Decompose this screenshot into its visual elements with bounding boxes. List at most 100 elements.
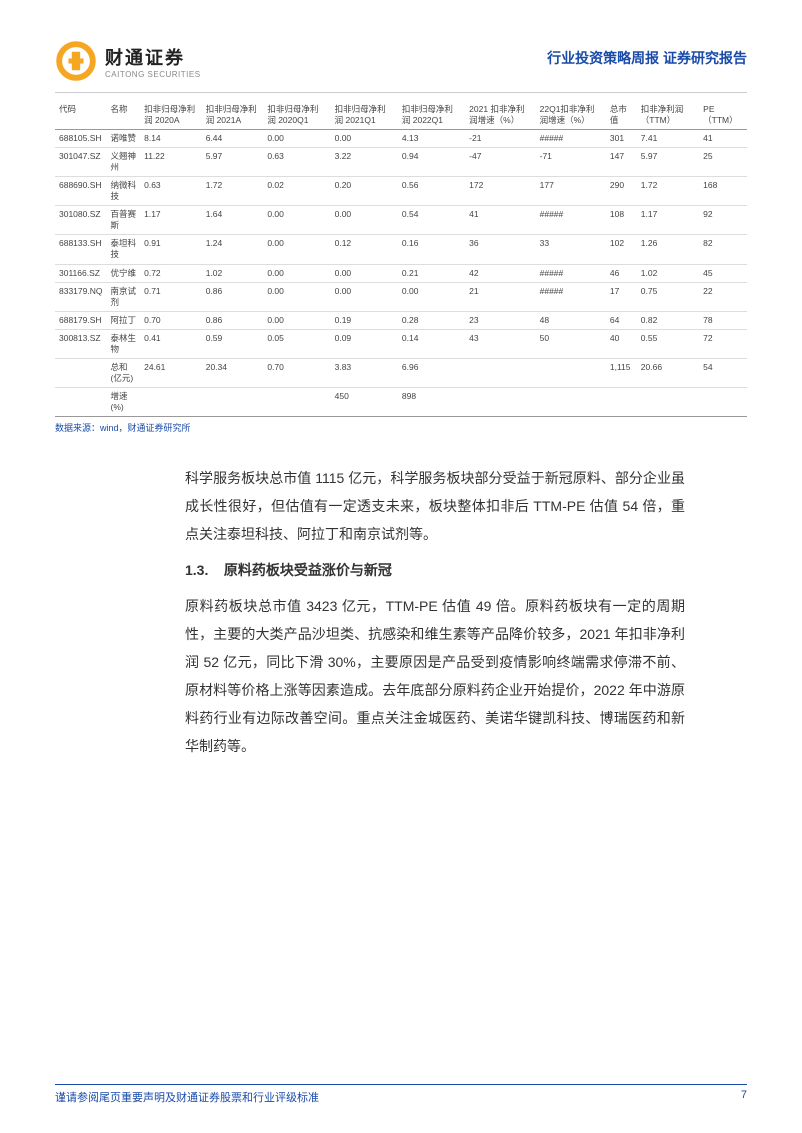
table-cell: 25 bbox=[699, 148, 747, 177]
paragraph-2: 原料药板块总市值 3423 亿元，TTM-PE 估值 49 倍。原料药板块有一定… bbox=[185, 592, 685, 760]
logo-block: 财通证券 CAITONG SECURITIES bbox=[55, 40, 201, 82]
table-cell: 102 bbox=[606, 235, 637, 264]
table-header-cell: 扣非归母净利润 2020A bbox=[140, 101, 202, 130]
table-cell: 0.12 bbox=[331, 235, 398, 264]
footer: 谨请参阅尾页重要声明及财通证券股票和行业评级标准 7 bbox=[55, 1084, 747, 1105]
table-row: 688105.SH诺唯赞8.146.440.000.004.13-21#####… bbox=[55, 130, 747, 148]
table-cell: 7.41 bbox=[637, 130, 699, 148]
table-cell: 纳微科技 bbox=[106, 177, 140, 206]
table-cell: 0.00 bbox=[331, 130, 398, 148]
page-number: 7 bbox=[741, 1089, 747, 1105]
table-cell: 301047.SZ bbox=[55, 148, 106, 177]
table-cell bbox=[465, 358, 535, 387]
table-cell bbox=[263, 387, 330, 416]
table-cell: 0.41 bbox=[140, 329, 202, 358]
table-cell: 5.97 bbox=[202, 148, 264, 177]
table-cell: 688179.SH bbox=[55, 311, 106, 329]
table-header-cell: 扣非归母净利润 2020Q1 bbox=[263, 101, 330, 130]
table-cell: 0.14 bbox=[398, 329, 465, 358]
table-cell: 0.91 bbox=[140, 235, 202, 264]
table-cell: 义翘神州 bbox=[106, 148, 140, 177]
report-title: 行业投资策略周报 证券研究报告 bbox=[547, 48, 747, 68]
footer-disclaimer: 谨请参阅尾页重要声明及财通证券股票和行业评级标准 bbox=[55, 1089, 319, 1105]
table-cell bbox=[637, 387, 699, 416]
company-logo-icon bbox=[55, 40, 97, 82]
table-cell: 0.00 bbox=[263, 235, 330, 264]
table-cell bbox=[140, 387, 202, 416]
section-number: 1.3. bbox=[185, 562, 208, 578]
table-cell: 1,115 bbox=[606, 358, 637, 387]
table-cell: 0.20 bbox=[331, 177, 398, 206]
table-cell bbox=[55, 387, 106, 416]
table-cell: 0.94 bbox=[398, 148, 465, 177]
table-cell: 1.02 bbox=[202, 264, 264, 282]
table-header-cell: 22Q1扣非净利润增速（%） bbox=[536, 101, 606, 130]
table-cell: 总和(亿元) bbox=[106, 358, 140, 387]
table-cell: 百普赛斯 bbox=[106, 206, 140, 235]
table-cell: 177 bbox=[536, 177, 606, 206]
table-cell: 688690.SH bbox=[55, 177, 106, 206]
logo-text-en: CAITONG SECURITIES bbox=[105, 70, 201, 79]
table-cell: 诺唯赞 bbox=[106, 130, 140, 148]
table-cell: 1.72 bbox=[637, 177, 699, 206]
table-cell: 泰坦科技 bbox=[106, 235, 140, 264]
table-cell: 0.02 bbox=[263, 177, 330, 206]
table-cell: 0.59 bbox=[202, 329, 264, 358]
table-row: 688133.SH泰坦科技0.911.240.000.120.163633102… bbox=[55, 235, 747, 264]
table-cell: 0.63 bbox=[140, 177, 202, 206]
table-cell: 20.34 bbox=[202, 358, 264, 387]
table-cell: ##### bbox=[536, 206, 606, 235]
table-cell: 0.56 bbox=[398, 177, 465, 206]
table-cell: 82 bbox=[699, 235, 747, 264]
table-cell: 阿拉丁 bbox=[106, 311, 140, 329]
table-cell: ##### bbox=[536, 282, 606, 311]
table-cell: 0.71 bbox=[140, 282, 202, 311]
table-cell: 0.00 bbox=[263, 130, 330, 148]
table-cell: 0.09 bbox=[331, 329, 398, 358]
table-cell bbox=[465, 387, 535, 416]
table-cell: 78 bbox=[699, 311, 747, 329]
table-cell: 898 bbox=[398, 387, 465, 416]
table-cell: 46 bbox=[606, 264, 637, 282]
table-cell: 0.63 bbox=[263, 148, 330, 177]
table-cell bbox=[536, 387, 606, 416]
table-cell: 1.72 bbox=[202, 177, 264, 206]
table-cell: 72 bbox=[699, 329, 747, 358]
table-cell: 301080.SZ bbox=[55, 206, 106, 235]
table-cell: 11.22 bbox=[140, 148, 202, 177]
section-heading: 1.3. 原料药板块受益涨价与新冠 bbox=[185, 556, 685, 584]
table-cell: 1.17 bbox=[140, 206, 202, 235]
table-cell: 增速(%) bbox=[106, 387, 140, 416]
table-cell: 33 bbox=[536, 235, 606, 264]
table-cell: 24.61 bbox=[140, 358, 202, 387]
table-cell: 301166.SZ bbox=[55, 264, 106, 282]
table-cell: 20.66 bbox=[637, 358, 699, 387]
table-cell: 688133.SH bbox=[55, 235, 106, 264]
table-cell: 64 bbox=[606, 311, 637, 329]
table-cell: 0.00 bbox=[398, 282, 465, 311]
table-header-cell: 扣非归母净利润 2022Q1 bbox=[398, 101, 465, 130]
table-cell bbox=[55, 358, 106, 387]
table-cell: 833179.NQ bbox=[55, 282, 106, 311]
table-header-cell: 代码 bbox=[55, 101, 106, 130]
table-cell: 0.00 bbox=[331, 282, 398, 311]
table-header-cell: 扣非归母净利润 2021A bbox=[202, 101, 264, 130]
table-row: 301047.SZ义翘神州11.225.970.633.220.94-47-71… bbox=[55, 148, 747, 177]
table-header-cell: 2021 扣非净利润增速（%） bbox=[465, 101, 535, 130]
body-text: 科学服务板块总市值 1115 亿元，科学服务板块部分受益于新冠原料、部分企业虽成… bbox=[185, 464, 685, 760]
table-cell: -71 bbox=[536, 148, 606, 177]
table-cell: 0.21 bbox=[398, 264, 465, 282]
table-cell: 290 bbox=[606, 177, 637, 206]
header: 财通证券 CAITONG SECURITIES 行业投资策略周报 证券研究报告 bbox=[55, 40, 747, 82]
table-cell: 0.00 bbox=[263, 282, 330, 311]
table-cell: 0.55 bbox=[637, 329, 699, 358]
table-cell: 21 bbox=[465, 282, 535, 311]
table-cell: 0.28 bbox=[398, 311, 465, 329]
table-row: 688179.SH阿拉丁0.700.860.000.190.282348640.… bbox=[55, 311, 747, 329]
table-cell: 108 bbox=[606, 206, 637, 235]
table-cell: 0.75 bbox=[637, 282, 699, 311]
table-cell: 0.00 bbox=[331, 264, 398, 282]
table-cell: 17 bbox=[606, 282, 637, 311]
table-header-cell: 总市值 bbox=[606, 101, 637, 130]
header-divider bbox=[55, 92, 747, 93]
